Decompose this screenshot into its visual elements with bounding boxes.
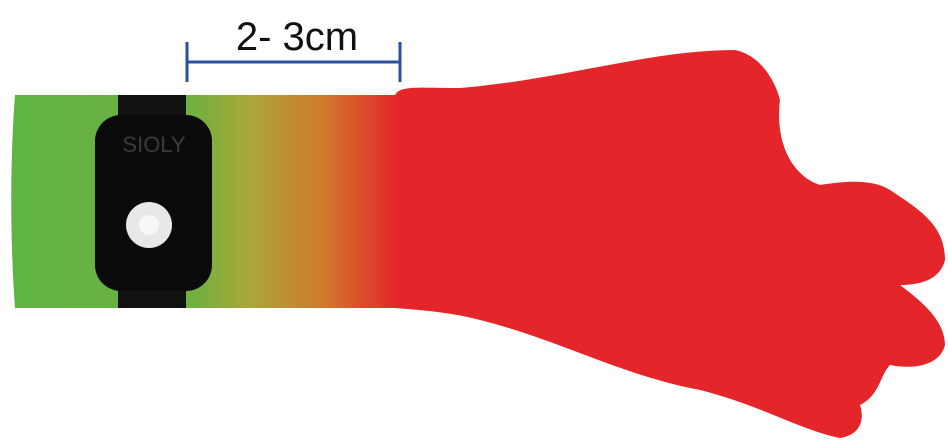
- measurement-label: 2- 3cm: [236, 15, 358, 59]
- device-button-center: [139, 215, 159, 235]
- wrist-diagram: SIOLY 2- 3cm: [0, 0, 948, 443]
- device-brand: SIOLY: [122, 132, 186, 157]
